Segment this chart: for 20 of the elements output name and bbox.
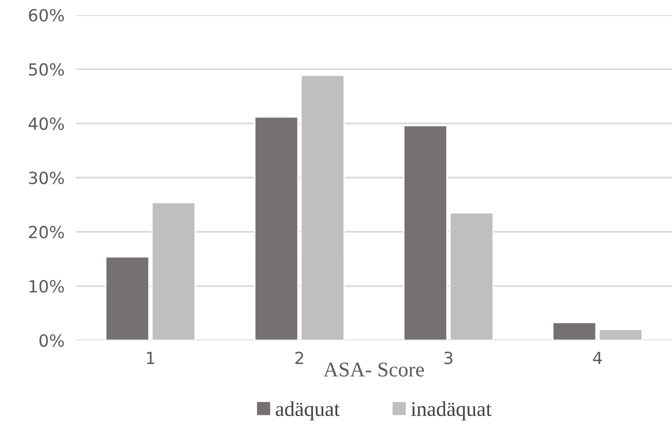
legend-label: inadäquat: [411, 401, 492, 420]
x-tick-label: 3: [444, 352, 452, 364]
legend-label: adäquat: [276, 401, 340, 420]
x-tick-label: 1: [146, 352, 154, 364]
bar: [254, 116, 299, 340]
x-tick-label: 2: [295, 352, 304, 364]
y-tick-label: 20%: [29, 226, 64, 238]
bar: [403, 124, 448, 340]
bar: [300, 74, 345, 340]
bar: [598, 328, 643, 340]
y-tick-label: 50%: [29, 63, 64, 76]
x-tick-label: 4: [593, 352, 602, 364]
x-axis-title: ASA- Score: [324, 362, 424, 377]
y-tick-label: 10%: [30, 280, 64, 293]
y-tick-label: 60%: [28, 8, 64, 22]
bar: [449, 212, 494, 340]
bar: [552, 322, 597, 340]
y-tick-label: 0%: [39, 334, 64, 347]
y-tick-label: 40%: [28, 117, 64, 130]
y-tick-label: 30%: [29, 172, 64, 184]
